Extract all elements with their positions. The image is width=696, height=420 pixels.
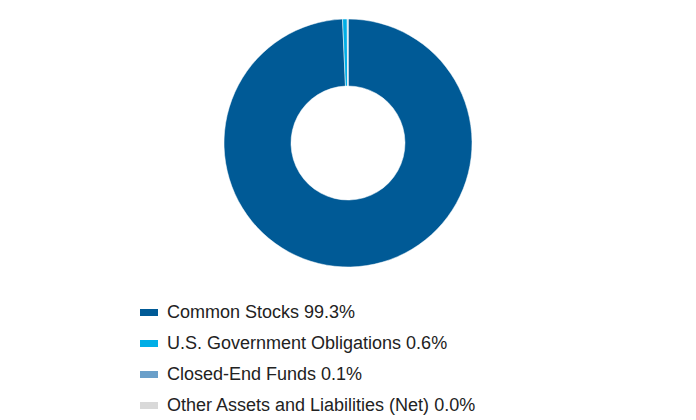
legend-swatch <box>140 371 158 378</box>
legend-label: U.S. Government Obligations0.6% <box>167 333 447 353</box>
slice <box>224 19 472 267</box>
legend-category: Other Assets and Liabilities (Net) <box>167 395 429 415</box>
legend-value: 0.0% <box>434 395 475 415</box>
legend-label: Other Assets and Liabilities (Net)0.0% <box>167 395 475 415</box>
legend-label: Closed-End Funds0.1% <box>167 364 362 384</box>
legend-label: Common Stocks99.3% <box>167 302 355 322</box>
legend-category: U.S. Government Obligations <box>167 333 401 353</box>
legend-value: 0.6% <box>406 333 447 353</box>
chart: Common Stocks99.3% U.S. Government Obliga… <box>0 0 696 420</box>
legend: Common Stocks99.3% U.S. Government Obliga… <box>140 302 475 415</box>
legend-category: Closed-End Funds <box>167 364 316 384</box>
legend-swatch <box>140 309 158 316</box>
legend-value: 0.1% <box>321 364 362 384</box>
slice <box>343 19 348 86</box>
legend-value: 99.3% <box>304 302 355 322</box>
slice <box>347 19 349 86</box>
pie <box>224 19 472 267</box>
legend-swatch <box>140 402 158 409</box>
slice <box>348 19 349 86</box>
legend-swatch <box>140 340 158 347</box>
legend-category: Common Stocks <box>167 302 299 322</box>
